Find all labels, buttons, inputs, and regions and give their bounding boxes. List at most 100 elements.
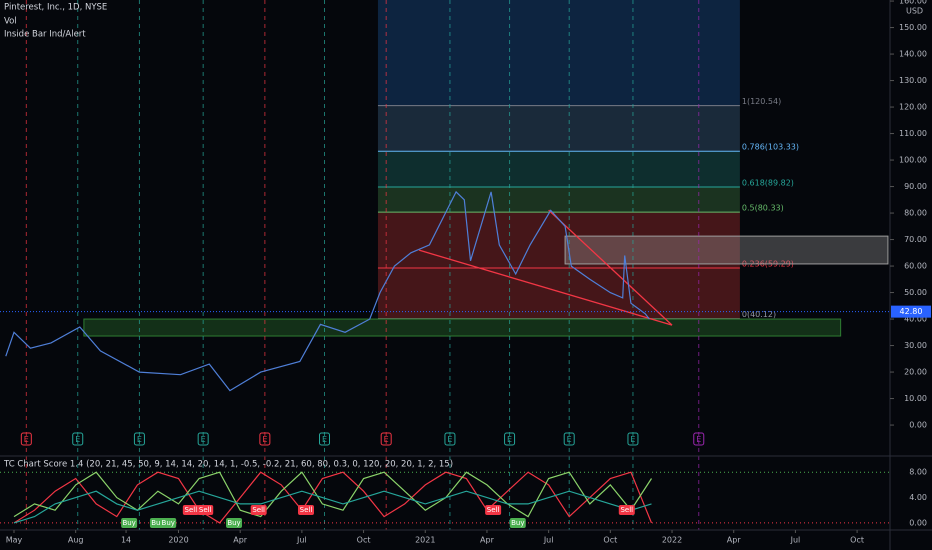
- earnings-label: E: [567, 435, 572, 444]
- earnings-label: E: [630, 435, 635, 444]
- y-tick-label: 110.00: [899, 129, 927, 138]
- fib-label: 1(120.54): [742, 97, 781, 106]
- earnings-badge: [197, 432, 209, 446]
- fib-label: 0.786(103.33): [742, 143, 799, 152]
- x-tick-label: 2022: [662, 536, 682, 545]
- price-pane: 1(120.54) 0.786(103.33) 0.618(89.82) 0.5(80…: [5, 0, 889, 530]
- y-tick-label: 120.00: [899, 103, 927, 112]
- signal-label: Buy: [151, 519, 164, 527]
- fib-label: 0.5(80.33): [742, 204, 784, 213]
- indicator-line: [13, 471, 653, 518]
- fib-label: 0.618(89.82): [742, 179, 794, 188]
- signal-label: Sell: [487, 506, 500, 514]
- earnings-badge: [627, 432, 639, 446]
- zone: [83, 318, 842, 337]
- indicator-tick-label: 4.00: [909, 493, 927, 502]
- x-tick-label: 2020: [168, 536, 188, 545]
- fib-band: [377, 151, 740, 188]
- signal-badge: [618, 505, 635, 515]
- y-tick-label: 10.00: [904, 394, 927, 403]
- signal-badge: [197, 505, 214, 515]
- earnings-label: E: [322, 435, 327, 444]
- earnings-badge: [693, 432, 705, 446]
- x-tick-label: Jul: [790, 536, 801, 545]
- signal-badge: [250, 505, 267, 515]
- last-price-label: 42.80: [900, 307, 923, 316]
- price-line: [5, 190, 650, 392]
- y-tick-label: 0.00: [909, 421, 927, 430]
- earnings-badge: [20, 432, 32, 446]
- earnings-label: E: [201, 435, 206, 444]
- earnings-badge: [72, 432, 84, 446]
- y-tick-label: 150.00: [899, 23, 927, 32]
- x-tick-label: Apr: [727, 536, 742, 545]
- fib-band: [377, 105, 740, 152]
- earnings-label: E: [24, 435, 29, 444]
- indicator-line: [13, 490, 652, 524]
- earnings-label: E: [447, 435, 452, 444]
- signal-label: Buy: [511, 519, 524, 527]
- signal-badge: [182, 505, 199, 515]
- zone: [564, 235, 889, 265]
- last-price-badge: [891, 305, 931, 318]
- x-tick-label: Oct: [357, 536, 371, 545]
- indicator-title: TC Chart Score 1.4 (20, 21, 45, 50, 9, 1…: [3, 460, 453, 470]
- signal-label: Buy: [122, 519, 135, 527]
- x-tick-label: Oct: [850, 536, 864, 545]
- legend-item: Inside Bar Ind/Alert: [4, 30, 86, 40]
- y-tick-label: 130.00: [899, 76, 927, 85]
- signal-label: Sell: [199, 506, 212, 514]
- fib-band: [377, 267, 740, 319]
- earnings-badge: [133, 432, 145, 446]
- y-tick-label: 70.00: [904, 235, 927, 244]
- earnings-label: E: [507, 435, 512, 444]
- earnings-label: E: [75, 435, 80, 444]
- signal-label: Sell: [252, 506, 265, 514]
- y-tick-label: 90.00: [904, 182, 927, 191]
- x-tick-label: 2021: [415, 536, 435, 545]
- indicator-tick-label: 0.00: [909, 518, 927, 527]
- signal-label: Buy: [227, 519, 240, 527]
- x-tick-label: 14: [121, 536, 131, 545]
- earnings-badge: [380, 432, 392, 446]
- earnings-badge: [318, 432, 330, 446]
- y-tick-label: 100.00: [899, 156, 927, 165]
- x-tick-label: Jul: [296, 536, 307, 545]
- signal-label: Sell: [300, 506, 313, 514]
- y-tick-label: 140.00: [899, 50, 927, 59]
- y-tick-label: 30.00: [904, 341, 927, 350]
- earnings-label: E: [384, 435, 389, 444]
- fib-top-band: [377, 0, 740, 106]
- signal-badge: [121, 518, 138, 528]
- y-tick-label: 160.00: [899, 0, 927, 6]
- earnings-badge: [444, 432, 456, 446]
- signal-badge: [226, 518, 243, 528]
- x-tick-label: Jul: [543, 536, 554, 545]
- y-tick-label: 50.00: [904, 288, 927, 297]
- chart-title: Pinterest, Inc., 1D, NYSE: [4, 3, 107, 13]
- x-tick-label: Apr: [233, 536, 248, 545]
- earnings-label: E: [262, 435, 267, 444]
- y-tick-label: 80.00: [904, 209, 927, 218]
- x-tick-label: Apr: [480, 536, 495, 545]
- signal-badge: [297, 505, 314, 515]
- signal-label: Buy: [162, 519, 175, 527]
- trendline: [548, 209, 673, 326]
- earnings-badge: [563, 432, 575, 446]
- signal-badge: [509, 518, 526, 528]
- y-tick-label: 60.00: [904, 262, 927, 271]
- indicator-line: [13, 471, 653, 524]
- earnings-badge: [259, 432, 271, 446]
- x-tick-label: May: [6, 536, 23, 545]
- fib-band: [377, 187, 740, 213]
- currency-label: USD: [906, 7, 923, 16]
- earnings-label: E: [137, 435, 142, 444]
- signal-label: Sell: [620, 506, 633, 514]
- x-tick-label: Oct: [603, 536, 617, 545]
- indicator-tick-label: 8.00: [909, 468, 927, 477]
- fib-band: [377, 212, 740, 268]
- legend-item: Vol: [4, 17, 17, 27]
- y-tick-label: 20.00: [904, 368, 927, 377]
- earnings-badge: [504, 432, 516, 446]
